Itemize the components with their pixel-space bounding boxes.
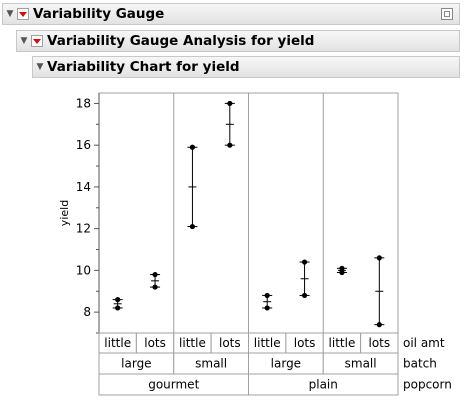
gauge-analysis-title: Variability Gauge Analysis for yield [47,33,315,49]
batch-label: large [121,357,151,371]
oil-amt-label: lots [294,336,316,350]
data-point[interactable] [264,305,270,311]
factor-name-label: oil amt [403,336,445,350]
oil-amt-label: lots [219,336,241,350]
y-tick-label: 16 [76,138,91,152]
batch-label: small [345,357,377,371]
data-point[interactable] [115,297,121,303]
batch-label: large [271,357,301,371]
data-point[interactable] [189,223,196,230]
data-point[interactable] [339,269,345,276]
data-point[interactable] [376,255,382,261]
disclosure-triangle-icon[interactable]: ▼ [20,36,28,46]
gauge-analysis-header[interactable]: ▼ Variability Gauge Analysis for yield [16,30,460,52]
data-point[interactable] [227,100,233,107]
disclosure-triangle-icon[interactable]: ▼ [36,62,44,72]
y-tick-label: 18 [76,96,91,110]
variability-chart-header[interactable]: ▼ Variability Chart for yield [32,56,460,78]
data-point[interactable] [115,305,121,311]
oil-amt-label: lots [144,336,166,350]
frame-options-icon[interactable] [441,8,453,20]
y-tick-label: 10 [76,263,91,277]
data-point[interactable] [152,284,158,290]
popcorn-cell [248,373,399,396]
data-point[interactable] [339,265,345,271]
data-point[interactable] [152,271,158,278]
y-tick-label: 14 [76,180,91,194]
data-point[interactable] [189,144,196,150]
data-point[interactable] [301,259,308,265]
oil-amt-label: little [104,336,131,350]
y-tick-label: 12 [76,222,91,236]
y-tick-label: 8 [83,305,91,319]
data-point[interactable] [301,292,308,299]
factor-name-label: popcorn [403,378,452,392]
oil-amt-label: little [254,336,281,350]
red-triangle-menu-icon[interactable] [31,35,43,47]
variability-chart-title: Variability Chart for yield [47,59,240,75]
oil-amt-label: little [329,336,356,350]
red-triangle-menu-icon[interactable] [17,8,29,20]
popcorn-label: plain [309,378,338,392]
variability-gauge-title: Variability Gauge [33,6,165,22]
data-point[interactable] [376,322,382,328]
variability-gauge-header[interactable]: ▼ Variability Gauge [2,3,460,25]
popcorn-label: gourmet [148,378,199,392]
oil-amt-label: lots [368,336,390,350]
data-point[interactable] [227,142,233,148]
data-point[interactable] [264,292,270,299]
batch-label: small [195,357,227,371]
disclosure-triangle-icon[interactable]: ▼ [6,9,14,19]
y-axis-label: yield [58,200,71,226]
factor-name-label: batch [403,357,437,371]
oil-amt-label: little [179,336,206,350]
